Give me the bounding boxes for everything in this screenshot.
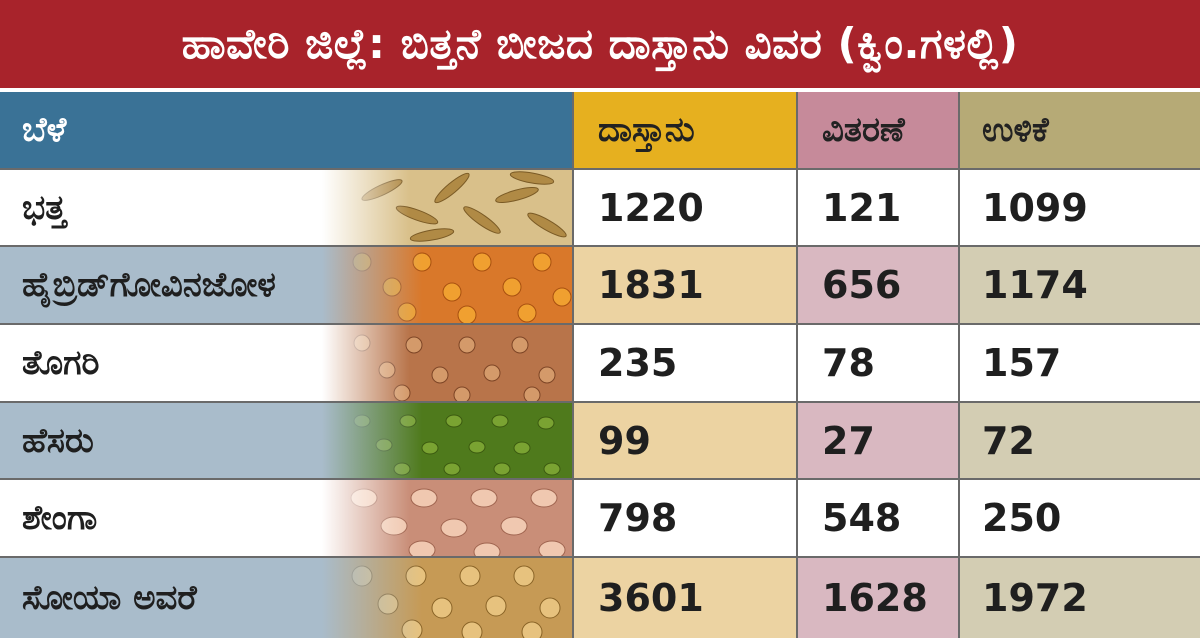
seed-stock-table: ಬೆಳೆ ದಾಸ್ತಾನು ವಿತರಣೆ ಉಳಿಕೆ ಭತ್ತ [0, 92, 1200, 638]
crop-name: ಸೋಯಾ ಅವರೆ [22, 578, 197, 618]
crop-cell: ಭತ್ತ [0, 170, 572, 245]
distributed-cell: 27 [798, 403, 958, 478]
crop-name: ಹೆಸರು [22, 420, 94, 461]
row-divider [0, 323, 1200, 325]
pigeon-pea-image [322, 325, 572, 401]
distributed-cell: 1628 [798, 558, 958, 638]
distributed-cell: 121 [798, 170, 958, 245]
balance-cell: 157 [960, 325, 1200, 401]
stock-cell: 99 [574, 403, 796, 478]
page-title: ಹಾವೇರಿ ಜಿಲ್ಲೆ: ಬಿತ್ತನೆ ಬೀಜದ ದಾಸ್ತಾನು ವಿವ… [0, 0, 1200, 92]
crop-name: ಶೇಂಗಾ [22, 498, 98, 538]
table-header-row: ಬೆಳೆ ದಾಸ್ತಾನು ವಿತರಣೆ ಉಳಿಕೆ [0, 92, 1200, 168]
table-row: ಹೈಬ್ರಿಡ್‌ಗೋವಿನಜೋಳ 1831 656 1174 [0, 247, 1200, 323]
crop-cell: ಹೈಬ್ರಿಡ್‌ಗೋವಿನಜೋಳ [0, 247, 572, 323]
row-divider [0, 168, 1200, 170]
crop-name: ತೊಗರಿ [22, 343, 100, 383]
header-balance: ಉಳಿಕೆ [960, 92, 1200, 168]
column-divider [958, 92, 960, 638]
table-row: ಭತ್ತ [0, 170, 1200, 245]
crop-cell: ಶೇಂಗಾ [0, 480, 572, 556]
column-divider [796, 92, 798, 638]
distributed-cell: 78 [798, 325, 958, 401]
table-row: ಶೇಂಗಾ 798 548 250 [0, 480, 1200, 556]
table-row: ತೊಗರಿ 235 78 157 [0, 325, 1200, 401]
column-divider [572, 92, 574, 638]
crop-cell: ತೊಗರಿ [0, 325, 572, 401]
crop-name: ಭತ್ತ [22, 187, 67, 228]
green-gram-image [322, 403, 572, 478]
maize-grain-image [322, 247, 572, 323]
stock-cell: 3601 [574, 558, 796, 638]
row-divider [0, 556, 1200, 558]
header-distributed: ವಿತರಣೆ [798, 92, 958, 168]
balance-cell: 1174 [960, 247, 1200, 323]
crop-cell: ಸೋಯಾ ಅವರೆ [0, 558, 572, 638]
row-divider [0, 478, 1200, 480]
stock-cell: 1831 [574, 247, 796, 323]
balance-cell: 1099 [960, 170, 1200, 245]
stock-cell: 1220 [574, 170, 796, 245]
crop-cell: ಹೆಸರು [0, 403, 572, 478]
table-row: ಸೋಯಾ ಅವರೆ 3601 1628 1972 [0, 558, 1200, 638]
crop-name: ಹೈಬ್ರಿಡ್‌ಗೋವಿನಜೋಳ [22, 265, 276, 305]
balance-cell: 1972 [960, 558, 1200, 638]
groundnut-image [322, 480, 572, 556]
distributed-cell: 656 [798, 247, 958, 323]
table-row: ಹೆಸರು 99 27 72 [0, 403, 1200, 478]
balance-cell: 72 [960, 403, 1200, 478]
header-crop: ಬೆಳೆ [0, 92, 572, 168]
row-divider [0, 245, 1200, 247]
balance-cell: 250 [960, 480, 1200, 556]
stock-cell: 798 [574, 480, 796, 556]
soybean-image [322, 558, 572, 638]
distributed-cell: 548 [798, 480, 958, 556]
stock-cell: 235 [574, 325, 796, 401]
row-divider [0, 401, 1200, 403]
rice-grain-image [322, 170, 572, 245]
header-stock: ದಾಸ್ತಾನು [574, 92, 796, 168]
